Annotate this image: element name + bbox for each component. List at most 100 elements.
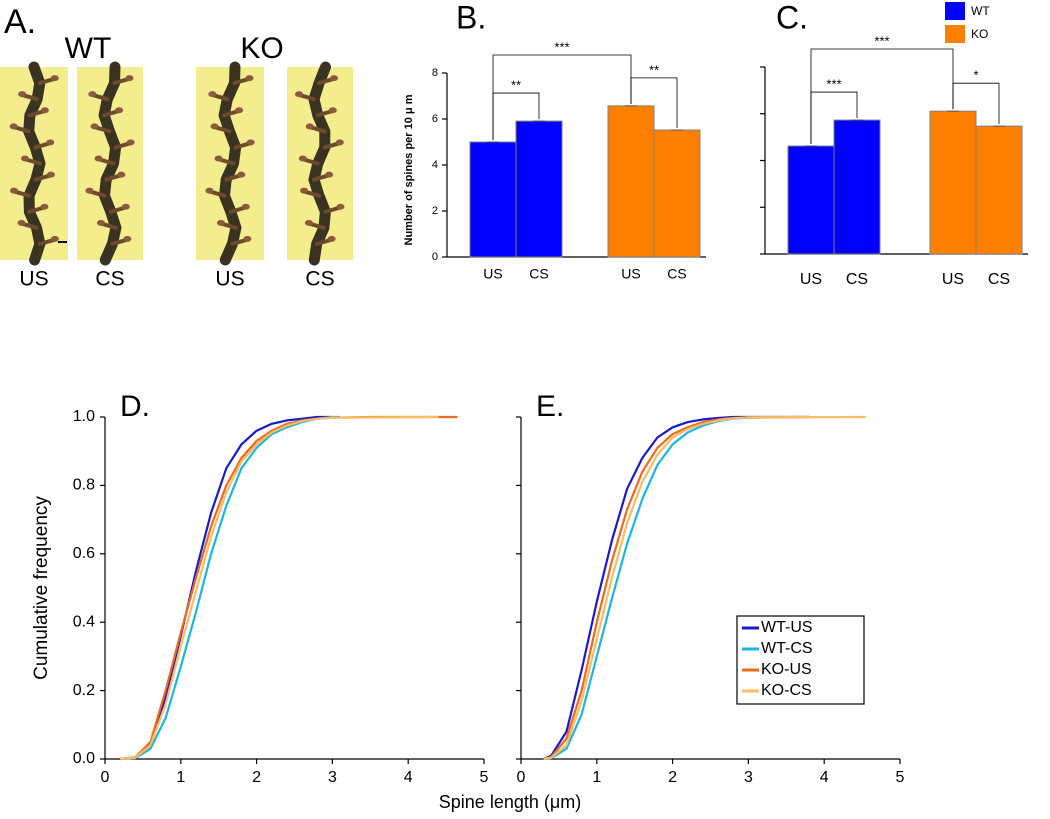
spine <box>91 93 110 102</box>
spine-head <box>295 91 304 98</box>
spine-head <box>208 91 217 98</box>
spine <box>208 189 227 198</box>
spine <box>308 125 327 134</box>
significance-bracket <box>810 48 954 145</box>
spine <box>211 93 230 102</box>
legend-swatch <box>945 2 965 20</box>
bar <box>929 110 977 255</box>
x-tick-label: US <box>942 271 964 288</box>
spine <box>110 237 129 246</box>
bar <box>607 105 655 258</box>
spine-head <box>115 107 124 114</box>
x-tick-label: US <box>483 266 502 282</box>
spine-head <box>325 171 334 178</box>
x-tick-label: 4 <box>404 769 413 786</box>
significance-label: *** <box>826 76 841 91</box>
x-tick-label: 3 <box>328 769 337 786</box>
spine <box>93 125 112 134</box>
spine-head <box>243 235 252 242</box>
spine <box>104 173 123 182</box>
panel-label: E. <box>536 390 564 423</box>
y-tick-label: 1.0 <box>73 408 95 425</box>
panel-label: C. <box>776 0 808 35</box>
legend-label: WT <box>971 4 990 18</box>
group-label: KO <box>240 32 283 65</box>
x-tick-label: 4 <box>820 769 829 786</box>
series-line <box>543 415 809 761</box>
spine-head <box>335 139 344 146</box>
group-label: WT <box>65 32 112 65</box>
x-tick-label: 2 <box>668 769 677 786</box>
significance-label: ** <box>511 78 521 93</box>
spine-head <box>88 91 97 98</box>
spine <box>224 173 243 182</box>
spine <box>97 157 116 166</box>
series-line <box>120 415 458 761</box>
spine-head <box>237 171 246 178</box>
spine-head <box>46 171 55 178</box>
spine <box>112 77 131 86</box>
series-line <box>120 415 340 761</box>
x-tick-label: US <box>621 266 640 282</box>
spine <box>222 109 241 118</box>
series-line <box>120 415 333 761</box>
spine <box>217 157 236 166</box>
spine-head <box>246 139 255 146</box>
series-line <box>543 415 866 761</box>
bar <box>833 119 881 255</box>
significance-label: ** <box>649 62 659 77</box>
x-tick-label: CS <box>529 266 548 282</box>
spine <box>37 237 56 246</box>
spine-head <box>18 91 27 98</box>
spine <box>27 109 46 118</box>
spine-head <box>40 203 49 210</box>
y-tick-label: 0.4 <box>73 613 95 630</box>
spine <box>315 109 334 118</box>
spine <box>317 77 336 86</box>
spine <box>102 109 121 118</box>
spine-head <box>210 123 219 130</box>
spine-head <box>40 107 49 114</box>
spine-head <box>94 155 103 162</box>
x-tick-label: CS <box>988 271 1010 288</box>
spine <box>232 77 251 86</box>
y-axis-label: Cumulative frequency <box>31 496 52 680</box>
y-tick-label: 0.0 <box>73 750 95 767</box>
spine <box>108 205 127 214</box>
x-tick-label: CS <box>846 271 868 288</box>
spine-head <box>327 235 336 242</box>
spine <box>312 173 331 182</box>
spine <box>99 221 118 230</box>
x-tick-label: 0 <box>101 769 110 786</box>
y-tick-label: 0.2 <box>73 682 95 699</box>
spine-head <box>121 203 130 210</box>
spine-head <box>205 187 214 194</box>
x-tick-label: US <box>800 271 822 288</box>
significance-label: *** <box>874 33 889 48</box>
spine <box>230 237 249 246</box>
spine <box>12 125 31 134</box>
x-tick-label: CS <box>667 266 686 282</box>
legend-label: KO-CS <box>761 682 812 699</box>
spine-head <box>90 123 99 130</box>
spine <box>233 141 252 150</box>
spine <box>307 221 326 230</box>
legend-swatch <box>945 25 965 43</box>
spine-head <box>123 235 132 242</box>
condition-label: US <box>215 268 244 291</box>
spine-head <box>9 123 18 130</box>
panel-label: A. <box>4 3 36 41</box>
spine <box>301 157 320 166</box>
y-tick-label: 8 <box>432 67 438 79</box>
significance-bracket <box>630 77 678 129</box>
bar <box>515 120 563 258</box>
bar <box>975 125 1023 255</box>
y-tick-label: 0.8 <box>73 477 95 494</box>
x-tick-label: 2 <box>252 769 261 786</box>
x-tick-label: 5 <box>480 769 489 786</box>
significance-bracket <box>952 82 1000 125</box>
spine-head <box>125 75 134 82</box>
x-tick-label: 1 <box>592 769 601 786</box>
x-axis-label: Spine length (μm) <box>439 792 581 812</box>
series-line <box>543 415 802 761</box>
